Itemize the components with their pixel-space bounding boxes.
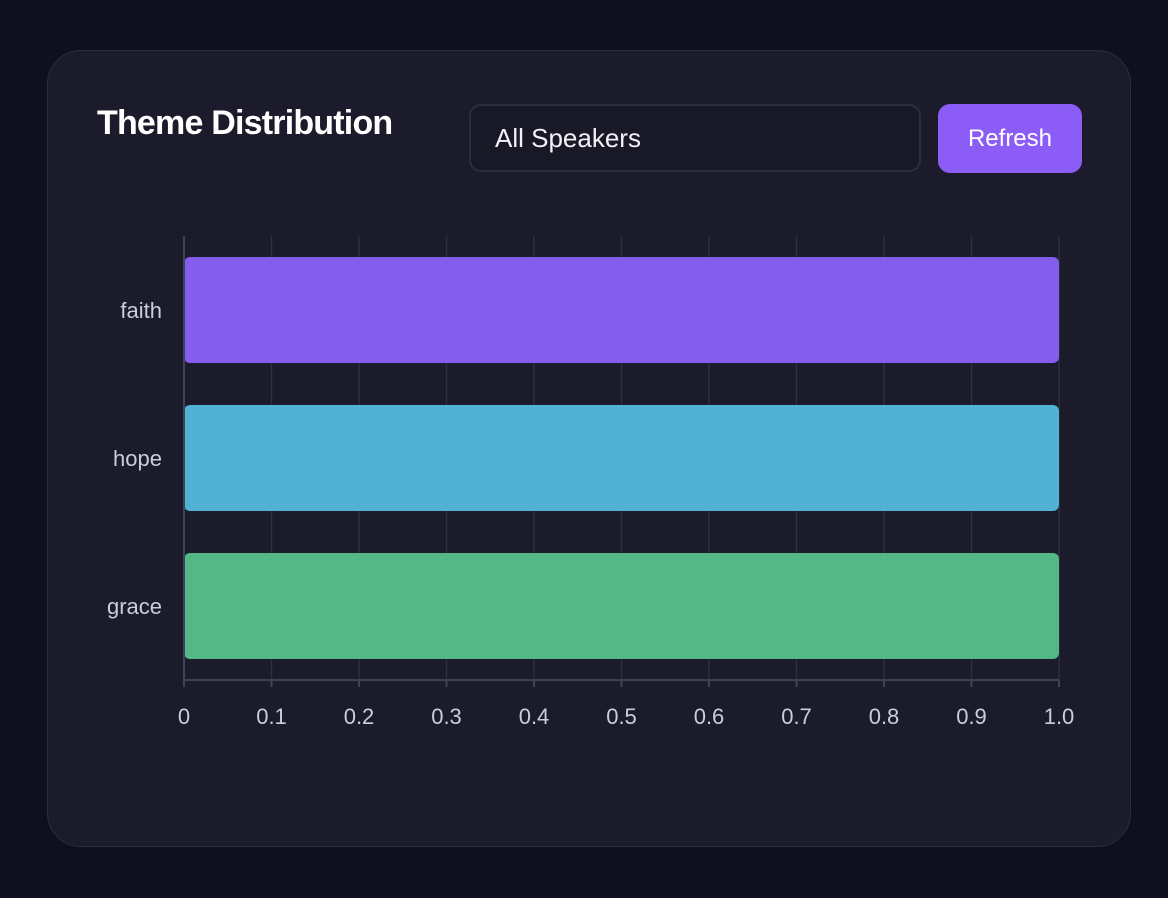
- x-tick-label: 1.0: [1044, 704, 1075, 729]
- x-tick-label: 0.2: [344, 704, 375, 729]
- x-tick-label: 0.6: [694, 704, 725, 729]
- chart-bars: [184, 257, 1059, 659]
- card-title: Theme Distribution: [97, 104, 393, 142]
- x-tick-label: 0.9: [956, 704, 987, 729]
- refresh-button[interactable]: Refresh: [938, 104, 1082, 173]
- category-label-hope: hope: [113, 446, 162, 471]
- x-tick-label: 0.7: [781, 704, 812, 729]
- chart-labels: 0 0.1 0.2 0.3 0.4 0.5 0.6 0.7 0.8 0.9 1.0 faith hope…: [107, 298, 1074, 729]
- x-tick-label: 0.8: [869, 704, 900, 729]
- category-label-faith: faith: [120, 298, 162, 323]
- bar-faith[interactable]: [184, 257, 1059, 363]
- x-tick-label: 0: [178, 704, 190, 729]
- x-tick-label: 0.4: [519, 704, 550, 729]
- category-label-grace: grace: [107, 594, 162, 619]
- bar-grace[interactable]: [184, 553, 1059, 659]
- x-tick-label: 0.3: [431, 704, 462, 729]
- chart-axes: [183, 236, 1060, 687]
- bar-hope[interactable]: [184, 405, 1059, 511]
- x-tick-label: 0.5: [606, 704, 637, 729]
- x-tick-label: 0.1: [256, 704, 287, 729]
- speaker-select[interactable]: All Speakers: [469, 104, 921, 172]
